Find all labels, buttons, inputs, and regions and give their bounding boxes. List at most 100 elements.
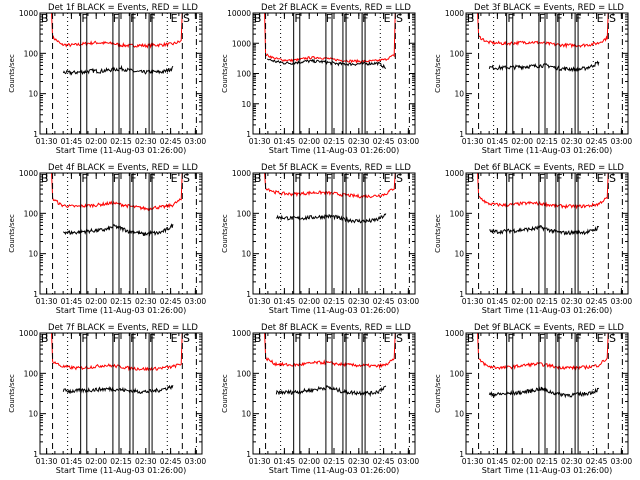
x-tick-label: 02:45	[586, 297, 608, 306]
y-tick-label: 10	[241, 250, 251, 259]
interval-label-F: F	[81, 172, 87, 185]
interval-label-B: B	[467, 12, 475, 25]
x-tick-label: 02:30	[561, 457, 583, 466]
x-tick-label: 03:00	[611, 297, 633, 306]
y-tick-label: 1	[459, 450, 464, 459]
x-tick-label: 01:45	[487, 137, 509, 146]
interval-label-S: S	[183, 332, 190, 345]
x-axis-label: Start Time (11-Aug-03 01:26:00)	[482, 466, 613, 475]
y-tick-label: 10	[241, 100, 251, 109]
x-axis-label: Start Time (11-Aug-03 01:26:00)	[482, 306, 613, 315]
x-tick-label: 01:30	[249, 137, 271, 146]
y-tick-label: 10	[454, 410, 464, 419]
interval-label-F: F	[343, 172, 349, 185]
x-tick-label: 02:00	[298, 297, 320, 306]
x-tick-label: 01:45	[487, 297, 509, 306]
x-tick-label: 01:30	[462, 457, 484, 466]
y-tick-label: 10000	[227, 9, 251, 18]
x-tick-label: 02:30	[135, 137, 157, 146]
y-axis-label: Counts/sec	[434, 214, 442, 253]
interval-label-F: F	[326, 12, 332, 25]
y-axis-label: Counts/sec	[221, 374, 229, 413]
y-tick-label: 100	[24, 369, 39, 378]
plot-frame	[39, 332, 203, 455]
y-tick-label: 100	[24, 49, 39, 58]
y-tick-label: 100	[450, 369, 465, 378]
x-tick-label: 02:00	[85, 457, 107, 466]
y-tick-label: 1000	[445, 329, 464, 338]
x-tick-label: 02:15	[110, 137, 132, 146]
events-series-line	[489, 224, 600, 236]
y-tick-label: 1000	[19, 169, 38, 178]
x-tick-label: 01:30	[36, 137, 58, 146]
x-tick-label: 03:00	[185, 297, 207, 306]
y-tick-label: 100	[24, 209, 39, 218]
interval-label-F: F	[575, 172, 581, 185]
interval-label-E: E	[597, 12, 604, 25]
y-axis-label: Counts/sec	[8, 214, 16, 253]
x-tick-label: 01:45	[61, 297, 83, 306]
interval-label-E: E	[171, 332, 178, 345]
interval-label-F: F	[507, 332, 513, 345]
interval-label-F: F	[556, 172, 562, 185]
y-tick-label: 10	[28, 90, 38, 99]
lld-series-line	[264, 12, 396, 64]
interval-label-F: F	[294, 12, 300, 25]
interval-label-F: F	[556, 332, 562, 345]
interval-label-E: E	[171, 12, 178, 25]
y-tick-label: 10	[28, 250, 38, 259]
x-tick-label: 01:30	[249, 457, 271, 466]
x-tick-label: 02:00	[85, 297, 107, 306]
interval-label-F: F	[130, 172, 136, 185]
panel-title: Det 6f BLACK = Events, RED = LLD	[474, 163, 624, 173]
interval-label-F: F	[539, 12, 545, 25]
y-tick-label: 1	[459, 290, 464, 299]
interval-label-F: F	[294, 172, 300, 185]
interval-label-S: S	[609, 332, 616, 345]
lld-series-line	[264, 332, 396, 370]
lld-series-line	[51, 12, 183, 49]
interval-label-F: F	[113, 332, 119, 345]
x-axis-label: Start Time (11-Aug-03 01:26:00)	[56, 306, 187, 315]
y-axis-label: Counts/sec	[8, 374, 16, 413]
x-tick-label: 02:45	[373, 457, 395, 466]
interval-label-S: S	[396, 172, 403, 185]
x-tick-label: 03:00	[398, 297, 420, 306]
plot-frame	[252, 172, 416, 295]
interval-label-S: S	[183, 12, 190, 25]
x-tick-label: 02:45	[373, 137, 395, 146]
y-tick-label: 10	[28, 410, 38, 419]
x-tick-label: 01:45	[61, 137, 83, 146]
x-tick-label: 01:45	[274, 457, 296, 466]
x-axis-label: Start Time (11-Aug-03 01:26:00)	[269, 146, 400, 155]
interval-label-F: F	[113, 172, 119, 185]
y-tick-label: 1000	[232, 169, 251, 178]
interval-label-E: E	[597, 172, 604, 185]
y-tick-label: 100	[237, 70, 252, 79]
y-tick-label: 100	[450, 209, 465, 218]
x-tick-label: 01:30	[462, 137, 484, 146]
interval-label-E: E	[597, 332, 604, 345]
y-tick-label: 1	[246, 450, 251, 459]
y-tick-label: 10	[454, 250, 464, 259]
x-tick-label: 01:30	[36, 457, 58, 466]
interval-label-B: B	[254, 332, 262, 345]
x-axis-label: Start Time (11-Aug-03 01:26:00)	[269, 466, 400, 475]
x-tick-label: 02:00	[511, 297, 533, 306]
panel-title: Det 9f BLACK = Events, RED = LLD	[474, 323, 624, 333]
x-tick-label: 01:45	[274, 297, 296, 306]
events-series-line	[266, 58, 387, 69]
interval-label-E: E	[171, 172, 178, 185]
x-tick-label: 02:30	[348, 297, 370, 306]
interval-label-B: B	[41, 332, 49, 345]
interval-label-F: F	[113, 12, 119, 25]
x-tick-label: 02:15	[536, 457, 558, 466]
x-tick-label: 02:30	[561, 137, 583, 146]
x-tick-label: 03:00	[611, 457, 633, 466]
x-tick-label: 03:00	[398, 137, 420, 146]
x-tick-label: 02:15	[110, 297, 132, 306]
interval-label-B: B	[467, 332, 475, 345]
interval-label-F: F	[343, 12, 349, 25]
